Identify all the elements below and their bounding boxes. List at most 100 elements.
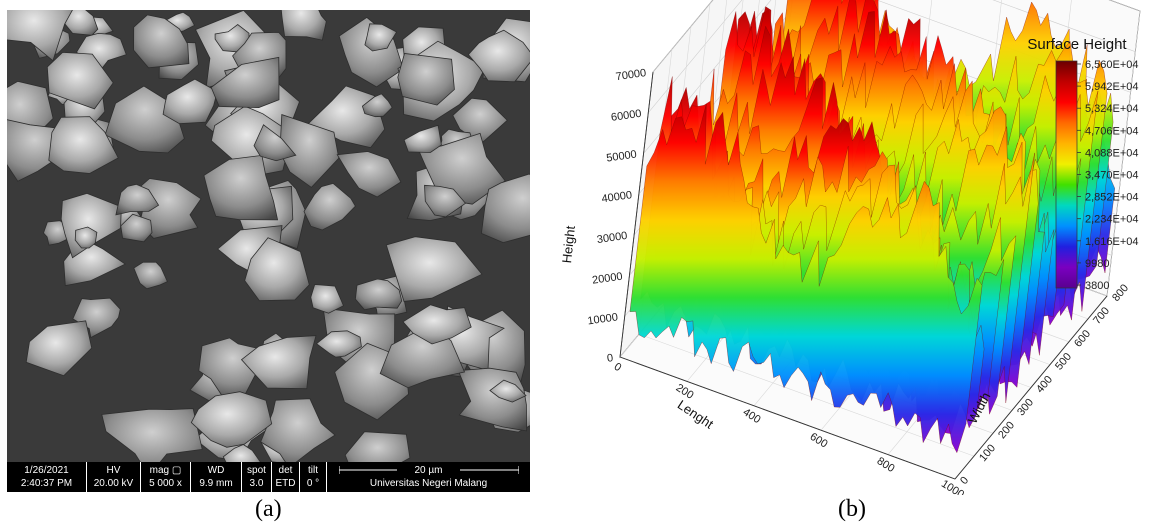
sem-tilt-label: tilt — [308, 465, 318, 476]
sem-scale-cell: 20 µm Universitas Negeri Malang — [327, 462, 530, 492]
colorbar-tick-label: 4,088E+04 — [1085, 147, 1139, 159]
sem-micrograph-panel: 1/26/2021 2:40:37 PM HV 20.00 kV mag ▢ 5… — [7, 10, 530, 492]
sem-particle — [25, 320, 93, 377]
axis-line — [954, 295, 1108, 480]
surface-height-chart: 0100002000030000400005000060000700000200… — [559, 0, 1141, 495]
sem-wd-value: 9.9 mm — [199, 478, 233, 489]
sem-particle — [101, 408, 203, 462]
colorbar-tick-label: 6,560E+04 — [1085, 59, 1139, 71]
sem-wd-cell: WD 9.9 mm — [191, 462, 242, 492]
sem-spot-value: 3.0 — [249, 478, 264, 489]
sem-info-bar: 1/26/2021 2:40:37 PM HV 20.00 kV mag ▢ 5… — [7, 462, 530, 492]
sem-particle — [310, 284, 345, 314]
colorbar-tick-label: 9980 — [1085, 258, 1109, 270]
grid-line — [648, 0, 1136, 113]
sem-particle — [364, 23, 398, 52]
sem-wd-label: WD — [207, 465, 225, 476]
x-tick-label: 800 — [875, 455, 897, 475]
sem-mag-label: mag ▢ — [149, 465, 182, 476]
z-tick-label: 50000 — [606, 148, 638, 164]
sem-det-cell: det ETD — [272, 462, 300, 492]
surface-plot — [629, 0, 1115, 454]
sem-particle — [210, 56, 280, 109]
sem-tilt-value: 0 ° — [306, 478, 320, 489]
colorbar-tick-label: 1,616E+04 — [1085, 236, 1139, 248]
colorbar-tick-label: 2,234E+04 — [1085, 214, 1139, 226]
sem-particle — [115, 183, 160, 216]
sem-spot-label: spot — [247, 465, 266, 476]
colorbar-title: Surface Height — [1027, 36, 1127, 53]
sem-hv-value: 20.00 kV — [93, 478, 134, 489]
caption-a: (a) — [255, 496, 282, 522]
colorbar-ticks: 6,560E+04 5,942E+04 5,324E+04 4,706E+04 4,08… — [1077, 59, 1139, 292]
sem-particle — [344, 431, 411, 462]
sem-spot-cell: spot 3.0 — [242, 462, 272, 492]
x-tick-label: 600 — [808, 431, 830, 451]
sem-particle — [315, 330, 362, 358]
z-tick-label: 10000 — [587, 311, 619, 327]
sem-particle — [133, 261, 168, 290]
colorbar-tick-label: 2,852E+04 — [1085, 192, 1139, 204]
sem-particle — [467, 29, 530, 83]
sem-particle — [244, 237, 310, 302]
axis-line — [619, 356, 956, 480]
colorbar-tick-label: 3,470E+04 — [1085, 170, 1139, 182]
sem-micrograph-image — [7, 10, 530, 462]
colorbar — [1055, 60, 1078, 289]
colorbar-tick-label: 4,706E+04 — [1085, 125, 1139, 137]
z-tick-label: 30000 — [596, 230, 628, 246]
colorbar-tick-label: 3800 — [1085, 280, 1109, 292]
sem-particle — [190, 391, 273, 448]
axis-line — [619, 71, 654, 358]
sem-particle — [240, 335, 317, 390]
z-axis-label: Height — [559, 225, 578, 264]
sem-particle — [133, 14, 190, 69]
colorbar-tick-label: 5,942E+04 — [1085, 81, 1139, 93]
sem-date: 1/26/2021 — [24, 465, 69, 476]
z-tick-label: 40000 — [601, 189, 633, 205]
colorbar-tick-label: 5,324E+04 — [1085, 103, 1139, 115]
sem-particle — [403, 124, 442, 153]
z-tick-label: 20000 — [591, 271, 623, 287]
sem-datetime-cell: 1/26/2021 2:40:37 PM — [7, 462, 87, 492]
sem-particle — [303, 182, 356, 231]
caption-b: (b) — [838, 496, 866, 522]
sem-scale-label: 20 µm — [397, 464, 460, 477]
surface-strip — [629, 103, 983, 454]
x-tick-label: 0 — [612, 361, 624, 374]
z-tick-label: 70000 — [615, 67, 647, 83]
sem-particle — [489, 379, 527, 403]
x-axis-label: Lenght — [675, 397, 717, 432]
sem-particle — [46, 51, 114, 110]
sem-time: 2:40:37 PM — [20, 478, 73, 489]
y-tick-label: 800 — [1110, 282, 1131, 304]
sem-det-value: ETD — [275, 478, 296, 489]
z-tick-label: 60000 — [610, 108, 642, 124]
sem-tilt-cell: tilt 0 ° — [300, 462, 327, 492]
sem-hv-cell: HV 20.00 kV — [87, 462, 141, 492]
sem-particle — [253, 124, 297, 162]
sem-mag-cell: mag ▢ 5 000 x — [141, 462, 191, 492]
sem-particle — [203, 154, 279, 221]
x-tick-label: 400 — [741, 406, 763, 426]
sem-institution: Universitas Negeri Malang — [369, 478, 488, 489]
sem-particle — [162, 78, 218, 125]
z-tick-label: 0 — [606, 352, 614, 365]
sem-particle — [361, 93, 393, 118]
sem-particle — [424, 184, 467, 218]
sem-particle — [354, 278, 403, 311]
sem-particle — [397, 53, 455, 106]
y-tick-label: 0 — [958, 475, 971, 487]
sem-mag-value: 5 000 x — [149, 478, 182, 489]
sem-particle — [7, 10, 73, 62]
sem-particle — [72, 297, 121, 339]
sem-particle — [480, 173, 530, 244]
sem-det-label: det — [278, 465, 293, 476]
sem-particle — [336, 151, 402, 198]
sem-particle — [74, 226, 98, 249]
sem-particle — [48, 116, 119, 174]
sem-particle — [280, 10, 327, 41]
sem-hv-label: HV — [106, 465, 121, 476]
plot-box-front — [619, 71, 1108, 480]
sem-particle — [402, 304, 472, 345]
